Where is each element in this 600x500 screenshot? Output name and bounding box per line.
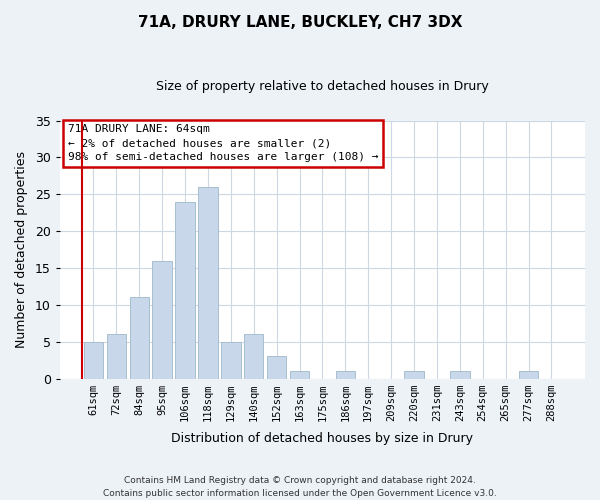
Bar (450, 371, 470, 378)
Bar (175, 202, 195, 378)
Bar (290, 371, 309, 378)
Bar (130, 298, 149, 378)
X-axis label: Distribution of detached houses by size in Drury: Distribution of detached houses by size … (172, 432, 473, 445)
Text: 71A DRURY LANE: 64sqm
← 2% of detached houses are smaller (2)
98% of semi-detach: 71A DRURY LANE: 64sqm ← 2% of detached h… (68, 124, 378, 162)
Bar (152, 260, 172, 378)
Bar (519, 371, 538, 378)
Title: Size of property relative to detached houses in Drury: Size of property relative to detached ho… (156, 80, 489, 93)
Y-axis label: Number of detached properties: Number of detached properties (15, 151, 28, 348)
Bar (84, 342, 103, 378)
Bar (244, 334, 263, 378)
Text: 71A, DRURY LANE, BUCKLEY, CH7 3DX: 71A, DRURY LANE, BUCKLEY, CH7 3DX (138, 15, 462, 30)
Bar (267, 356, 286, 378)
Bar (198, 187, 218, 378)
Bar (404, 371, 424, 378)
Text: Contains HM Land Registry data © Crown copyright and database right 2024.
Contai: Contains HM Land Registry data © Crown c… (103, 476, 497, 498)
Bar (221, 342, 241, 378)
Bar (335, 371, 355, 378)
Bar (107, 334, 126, 378)
